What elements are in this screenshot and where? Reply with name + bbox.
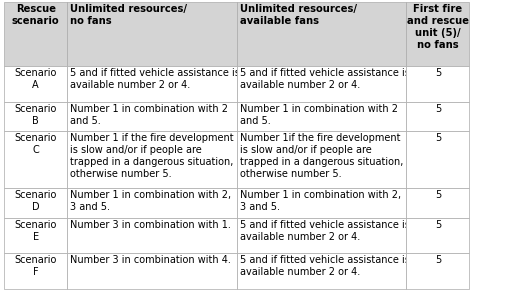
Text: Number 1 in combination with 2
and 5.: Number 1 in combination with 2 and 5.: [70, 104, 228, 126]
Text: 5 and if fitted vehicle assistance is
available number 2 or 4.: 5 and if fitted vehicle assistance is av…: [240, 255, 410, 277]
Text: Unlimited resources/
available fans: Unlimited resources/ available fans: [240, 4, 357, 26]
Bar: [237, 2, 406, 66]
Bar: [4, 102, 67, 131]
Bar: [237, 102, 406, 131]
Text: 5: 5: [435, 220, 441, 230]
Bar: [4, 253, 67, 289]
Bar: [4, 131, 67, 188]
Text: Number 1 in combination with 2,
3 and 5.: Number 1 in combination with 2, 3 and 5.: [240, 190, 401, 212]
Bar: [406, 131, 469, 188]
Bar: [237, 218, 406, 253]
Bar: [406, 2, 469, 66]
Bar: [67, 188, 237, 218]
Bar: [67, 2, 237, 66]
Text: Scenario
A: Scenario A: [14, 68, 57, 90]
Text: 5: 5: [435, 190, 441, 200]
Text: 5 and if fitted vehicle assistance is
available number 2 or 4.: 5 and if fitted vehicle assistance is av…: [70, 68, 240, 90]
Bar: [406, 188, 469, 218]
Bar: [67, 102, 237, 131]
Bar: [67, 218, 237, 253]
Bar: [4, 2, 67, 66]
Bar: [4, 218, 67, 253]
Bar: [67, 66, 237, 102]
Bar: [4, 66, 67, 102]
Text: Number 1 if the fire development
is slow and/or if people are
trapped in a dange: Number 1 if the fire development is slow…: [70, 133, 234, 179]
Text: Rescue
scenario: Rescue scenario: [12, 4, 60, 26]
Text: Scenario
D: Scenario D: [14, 190, 57, 212]
Text: Unlimited resources/
no fans: Unlimited resources/ no fans: [70, 4, 188, 26]
Bar: [237, 188, 406, 218]
Bar: [406, 102, 469, 131]
Text: Number 3 in combination with 1.: Number 3 in combination with 1.: [70, 220, 231, 230]
Text: Number 3 in combination with 4.: Number 3 in combination with 4.: [70, 255, 231, 265]
Bar: [237, 66, 406, 102]
Text: First fire
and rescue
unit (5)/
no fans: First fire and rescue unit (5)/ no fans: [407, 4, 469, 50]
Text: Scenario
C: Scenario C: [14, 133, 57, 155]
Bar: [67, 253, 237, 289]
Text: 5 and if fitted vehicle assistance is
available number 2 or 4.: 5 and if fitted vehicle assistance is av…: [240, 220, 410, 242]
Text: 5 and if fitted vehicle assistance is
available number 2 or 4.: 5 and if fitted vehicle assistance is av…: [240, 68, 410, 90]
Bar: [406, 253, 469, 289]
Text: Number 1if the fire development
is slow and/or if people are
trapped in a danger: Number 1if the fire development is slow …: [240, 133, 403, 179]
Text: Number 1 in combination with 2,
3 and 5.: Number 1 in combination with 2, 3 and 5.: [70, 190, 231, 212]
Bar: [406, 66, 469, 102]
Bar: [237, 131, 406, 188]
Bar: [406, 218, 469, 253]
Text: 5: 5: [435, 68, 441, 78]
Text: 5: 5: [435, 104, 441, 114]
Text: Scenario
F: Scenario F: [14, 255, 57, 277]
Text: 5: 5: [435, 255, 441, 265]
Bar: [237, 253, 406, 289]
Text: Number 1 in combination with 2
and 5.: Number 1 in combination with 2 and 5.: [240, 104, 398, 126]
Bar: [4, 188, 67, 218]
Text: 5: 5: [435, 133, 441, 143]
Text: Scenario
E: Scenario E: [14, 220, 57, 242]
Text: Scenario
B: Scenario B: [14, 104, 57, 126]
Bar: [67, 131, 237, 188]
